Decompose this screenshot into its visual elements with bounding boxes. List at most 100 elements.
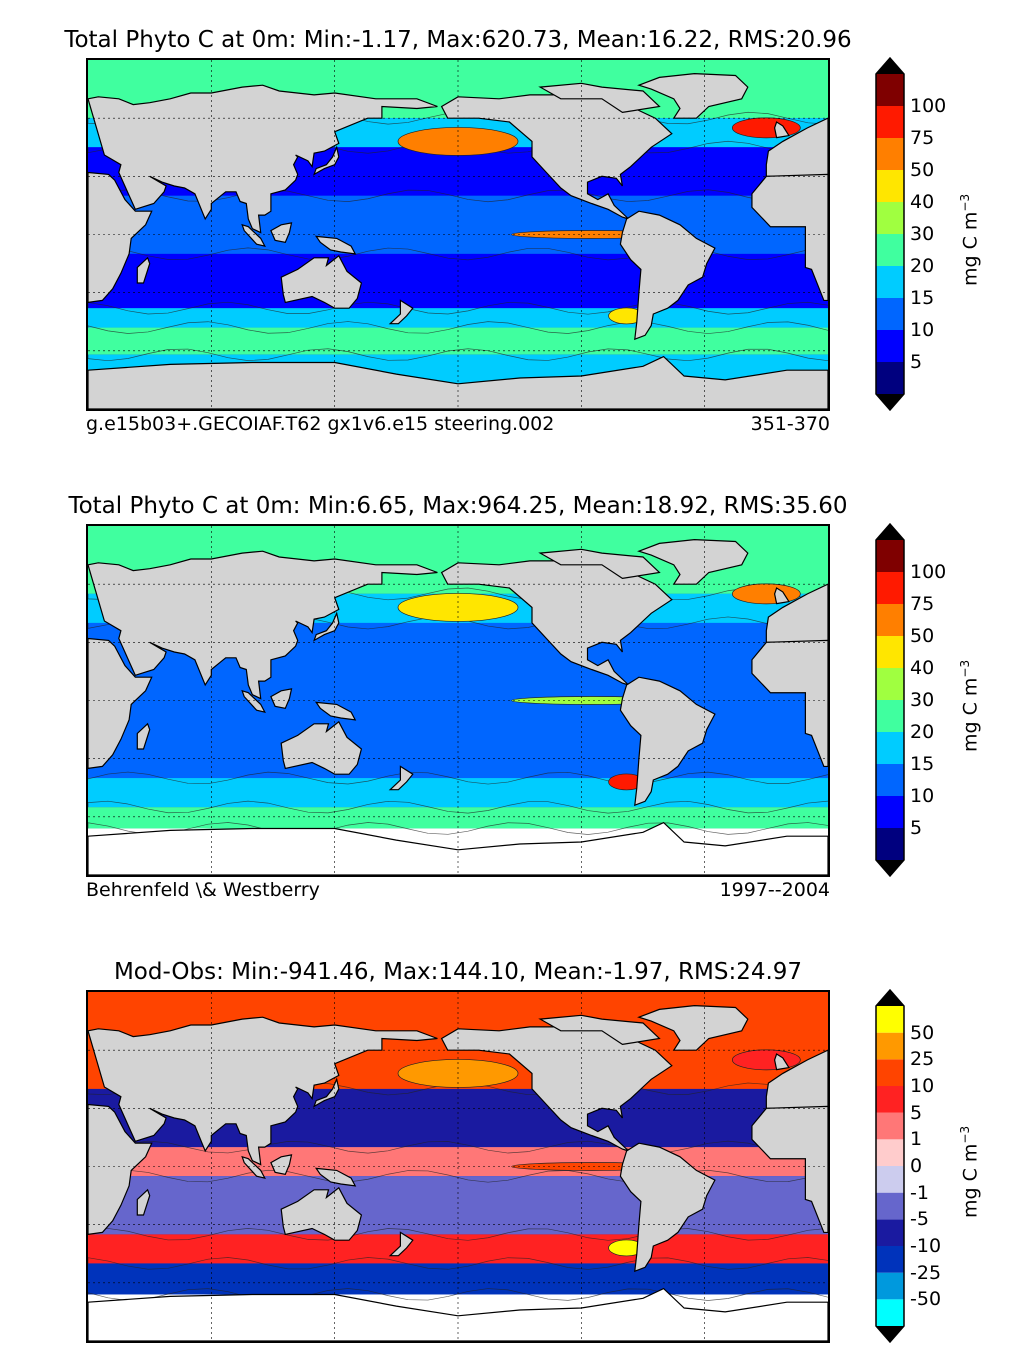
colorbar-segment [876, 796, 904, 828]
continent-greenland [637, 1004, 749, 1051]
unit-exponent: −3 [958, 1125, 972, 1144]
colorbar-segment [876, 1166, 904, 1193]
continent-uk [773, 121, 790, 139]
colorbar-segment [876, 362, 904, 394]
colorbar-segment [876, 1112, 904, 1140]
caption-left: Behrenfeld \& Westberry [86, 879, 320, 901]
map-title: Total Phyto C at 0m: Min:-1.17, Max:620.… [64, 27, 852, 53]
colorbar-segment [876, 764, 904, 796]
continent-new-zealand [388, 1231, 414, 1257]
panel-observation: Total Phyto C at 0m: Min:6.65, Max:964.2… [68, 493, 981, 901]
colorbar-segment [876, 330, 904, 362]
colorbar-tick-label: 1 [910, 1128, 923, 1151]
continent-africa [88, 637, 153, 770]
ocean-band [88, 1147, 828, 1177]
contour-line [88, 301, 828, 315]
continent-madagascar [136, 722, 151, 750]
colorbar-segment [876, 572, 904, 604]
colorbar-tick-label: 50 [910, 159, 935, 181]
colorbar-tick-label: 30 [910, 689, 935, 711]
colorbar-extend-low [876, 860, 904, 876]
continent-new-guinea [314, 701, 357, 721]
colorbar-segment [876, 636, 904, 668]
continent-australia [280, 720, 363, 775]
continent-africa [88, 1103, 153, 1236]
colorbar-tick-label: 75 [910, 593, 935, 615]
continent-japan [312, 611, 340, 642]
continent-greenland [637, 72, 749, 119]
map-title: Mod-Obs: Min:-941.46, Max:144.10, Mean:-… [113, 959, 803, 985]
colorbar-segment [876, 604, 904, 636]
colorbar-segment [876, 298, 904, 330]
colorbar-tick-label: 10 [910, 319, 935, 341]
colorbar-tick-label: 5 [910, 1101, 923, 1124]
continent-australia [280, 254, 363, 309]
continent-indonesia-borneo [270, 688, 293, 709]
contour-line [88, 1169, 828, 1183]
colorbar-segment [876, 170, 904, 202]
contour-line [88, 1288, 828, 1301]
contour-line [88, 189, 828, 203]
colorbar-outline [875, 522, 905, 878]
colorbar-tick-label: -25 [910, 1261, 942, 1284]
colorbar-segment [876, 1299, 904, 1326]
colorbar-segment [876, 1272, 904, 1300]
colorbar-extend-low [876, 394, 904, 410]
colorbar-segment [876, 1219, 904, 1246]
colorbar-tick-label: 15 [910, 287, 935, 309]
colorbar-segment [876, 828, 904, 860]
continent-antarctica [88, 1287, 828, 1341]
colorbar: 5 10 15 20 30 40 50 75 100 [875, 522, 946, 878]
continent-eurasia [88, 550, 438, 700]
colorbar-tick-label: 40 [910, 657, 935, 679]
colorbar-segment [876, 1006, 904, 1033]
colorbar-tick-label: 5 [910, 817, 923, 839]
colorbar-tick-label: 0 [910, 1155, 923, 1177]
continent-japan [312, 145, 340, 176]
continent-eurasia [88, 84, 438, 234]
continent-australia [280, 1186, 363, 1241]
colorbar-segment [876, 1192, 904, 1220]
continent-west-africa [751, 639, 828, 768]
contour-line [88, 321, 828, 334]
world-map[interactable] [86, 990, 830, 1343]
colorbar-tick-label: -10 [910, 1235, 942, 1257]
continent-west-africa [751, 1105, 828, 1234]
continent-south-america [619, 1142, 716, 1273]
continent-antarctica [88, 355, 828, 409]
colorbar-tick-label: 20 [910, 721, 935, 743]
colorbar-tick-label: -5 [910, 1208, 929, 1231]
continent-new-zealand [388, 299, 414, 325]
continent-baffin-arctic-islands [538, 82, 661, 114]
colorbar-tick-label: 10 [910, 785, 935, 807]
colorbar-segment [876, 1086, 904, 1113]
world-map[interactable] [86, 524, 830, 877]
colorbar-segment [876, 74, 904, 106]
colorbar-segment [876, 138, 904, 170]
colorbar-tick-label: 40 [910, 191, 935, 213]
continent-indonesia-sumatra [241, 223, 266, 247]
colorbar-tick-label: 25 [910, 1048, 935, 1071]
hotspot [731, 1049, 801, 1071]
contour-line [88, 1257, 828, 1270]
colorbar-extend-high [876, 58, 904, 74]
colorbar-tick-label: -50 [910, 1288, 942, 1311]
colorbar-tick-label: 100 [910, 95, 947, 117]
continent-new-guinea [314, 235, 357, 255]
continent-baffin-arctic-islands [538, 548, 661, 580]
continent-indonesia-sumatra [241, 1155, 266, 1179]
contour-line [88, 1228, 828, 1241]
colorbar-unit-label: mg C m−3 [958, 1126, 981, 1218]
continent-south-america [619, 210, 716, 341]
continent-uk [773, 587, 790, 605]
continent-south-america [619, 676, 716, 807]
continent-japan [312, 1077, 340, 1108]
contour-line [88, 822, 828, 835]
colorbar: -50 -25 -10 -5 -1 0 1 5 10 25 50 [875, 988, 941, 1344]
continent-uk [773, 1053, 790, 1071]
contour-line [88, 800, 828, 814]
colorbar-segment [876, 1032, 904, 1060]
continent-new-guinea [314, 1167, 357, 1187]
world-map[interactable] [86, 58, 830, 411]
colorbar-segment [876, 700, 904, 732]
